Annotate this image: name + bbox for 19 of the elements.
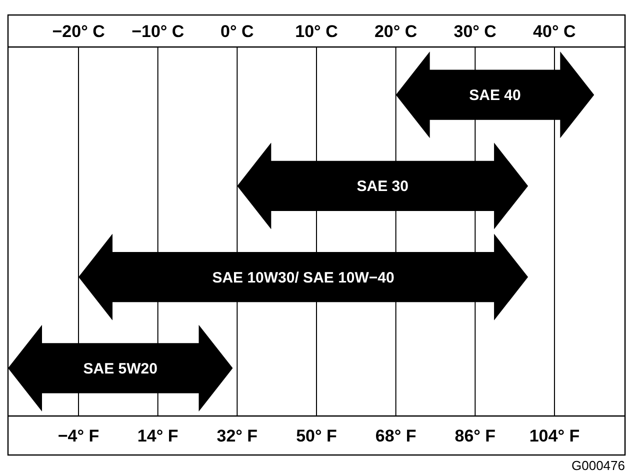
x-tick-label: 32° F [216, 426, 258, 446]
x2-tick-label: −10° C [132, 22, 184, 41]
x-tick-label: −4° F [58, 426, 100, 446]
x2-tick-label: 0° C [220, 22, 254, 41]
x2-tick-label: 10° C [295, 22, 338, 41]
y-tick-label: SAE 10W30/ SAE 10W−40 [212, 269, 394, 286]
x2-tick-label: −20° C [52, 22, 105, 41]
y-tick-label: SAE 30 [356, 178, 408, 196]
x-tick-label: 68° F [375, 426, 416, 446]
x2-tick-label: 40° C [533, 22, 576, 41]
x-tick-label: 14° F [137, 426, 178, 446]
x2-tick-label: 30° C [454, 22, 496, 41]
y-tick-label: SAE 40 [469, 87, 521, 104]
text: G000476 [572, 458, 625, 473]
x2-tick-label: 20° C [374, 22, 418, 41]
x-tick-label: 86° F [454, 426, 496, 446]
y-tick-label: SAE 5W20 [83, 360, 158, 378]
x-tick-label: 50° F [296, 426, 337, 446]
x-tick-label: 104° F [529, 426, 580, 446]
